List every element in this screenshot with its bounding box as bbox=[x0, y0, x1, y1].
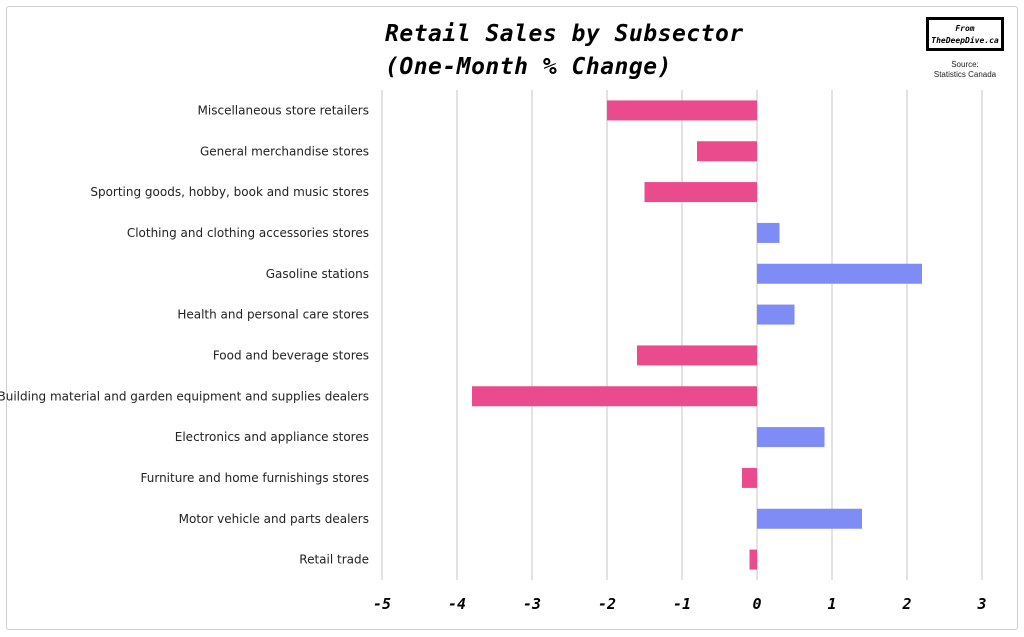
x-tick-label: 1 bbox=[827, 595, 836, 613]
x-tick-label: 2 bbox=[901, 595, 911, 613]
source-name: Statistics Canada bbox=[933, 70, 997, 79]
bar bbox=[644, 182, 757, 203]
category-label: Gasoline stations bbox=[266, 267, 369, 281]
logo-line1: From bbox=[955, 24, 975, 33]
x-tick-label: 3 bbox=[976, 595, 986, 613]
bar bbox=[749, 549, 757, 570]
bar bbox=[757, 263, 922, 284]
chart-frame bbox=[6, 6, 1018, 630]
title-line: Retail Sales by Subsector bbox=[385, 21, 744, 47]
logo-line2: TheDeepDive.ca bbox=[931, 36, 999, 45]
deepdive-logo: From TheDeepDive.ca bbox=[926, 17, 1004, 51]
category-label: Miscellaneous store retailers bbox=[198, 103, 369, 117]
category-label: Food and beverage stores bbox=[213, 348, 369, 362]
category-label: Clothing and clothing accessories stores bbox=[127, 226, 369, 240]
bar bbox=[697, 141, 757, 162]
bar bbox=[757, 508, 862, 529]
bar bbox=[742, 467, 757, 488]
bar bbox=[607, 100, 757, 121]
x-tick-label: -2 bbox=[598, 595, 616, 613]
source-note: Source: Statistics Canada bbox=[915, 60, 1015, 80]
subtitle-line: (One-Month % Change) bbox=[385, 54, 672, 80]
source-label: Source: bbox=[951, 60, 979, 69]
x-tick-label: -4 bbox=[448, 595, 466, 613]
bar bbox=[637, 345, 757, 366]
category-label: Health and personal care stores bbox=[177, 308, 369, 322]
category-label: Furniture and home furnishings stores bbox=[141, 471, 370, 485]
chart-title: Retail Sales by Subsector (One-Month % C… bbox=[385, 18, 744, 84]
category-label: General merchandise stores bbox=[200, 144, 369, 158]
bar bbox=[757, 427, 825, 448]
x-tick-label: -5 bbox=[373, 595, 391, 613]
bar bbox=[472, 386, 757, 407]
category-label: Building material and garden equipment a… bbox=[0, 389, 369, 403]
bar bbox=[757, 222, 780, 243]
x-tick-label: -3 bbox=[523, 595, 541, 613]
bar bbox=[757, 304, 795, 325]
x-tick-label: -1 bbox=[673, 595, 691, 613]
x-tick-label: 0 bbox=[752, 595, 761, 613]
category-label: Motor vehicle and parts dealers bbox=[179, 512, 369, 526]
category-label: Retail trade bbox=[299, 553, 369, 567]
category-label: Electronics and appliance stores bbox=[175, 430, 369, 444]
category-label: Sporting goods, hobby, book and music st… bbox=[90, 185, 369, 199]
